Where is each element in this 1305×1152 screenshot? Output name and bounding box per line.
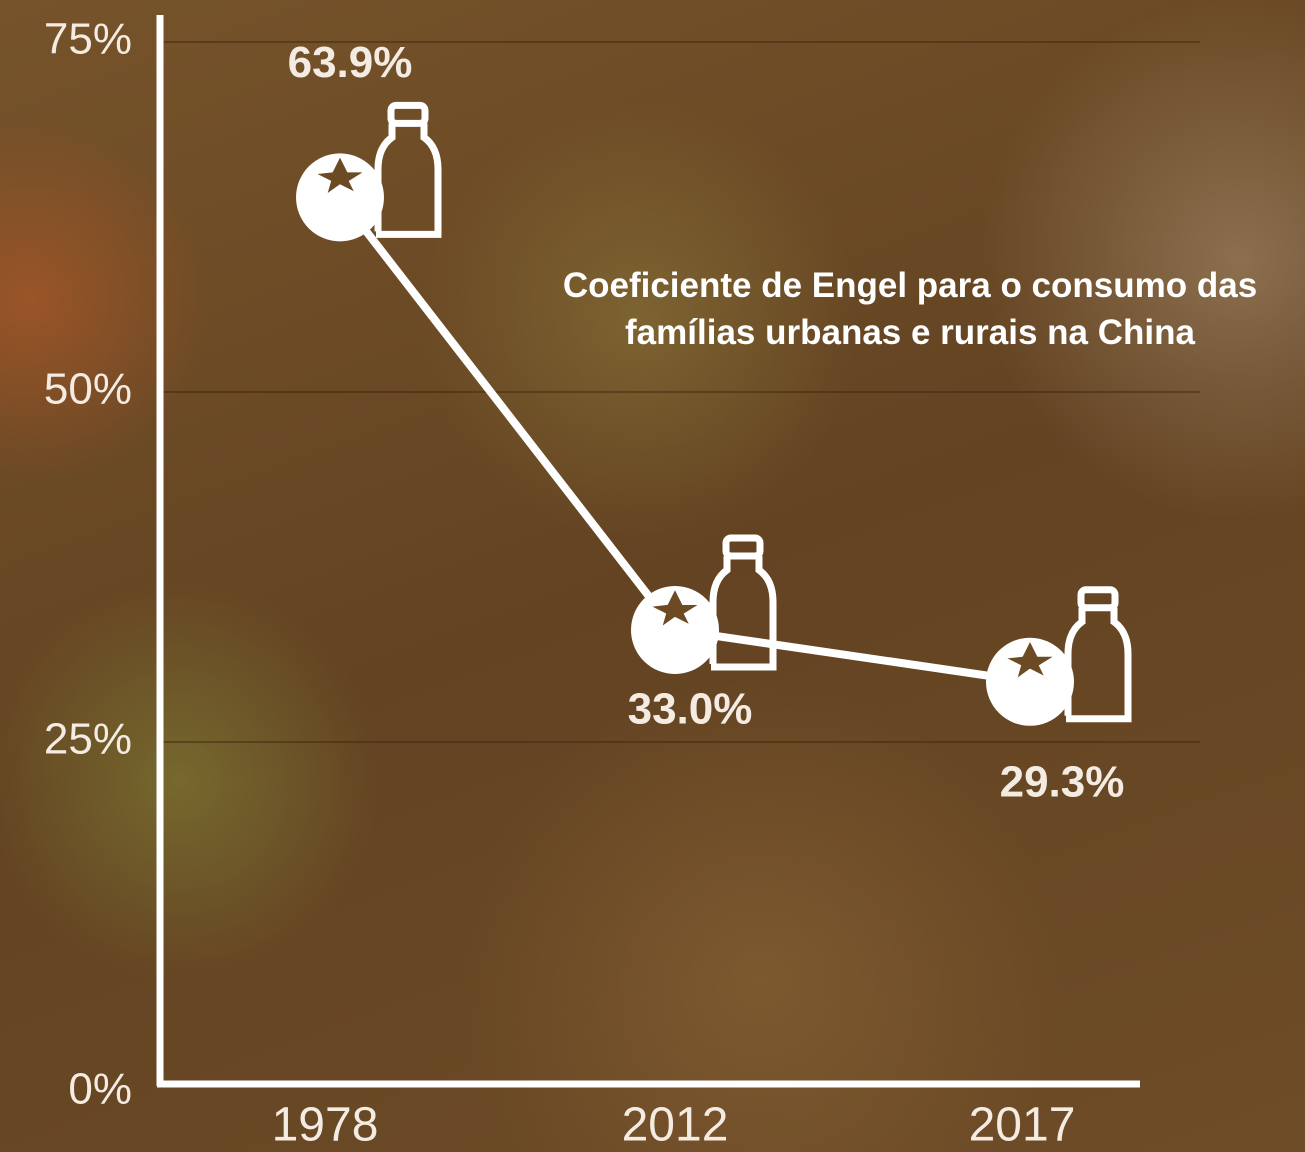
page: {"chart_data": {"type": "line", "title":…: [0, 0, 1305, 1152]
y-tick-label: 25%: [44, 715, 132, 764]
chart: 0% 25% 50% 75% 1978 2012 2017 63.9% 33.0% 29.3%: [0, 0, 1305, 1152]
x-tick-label: 2012: [622, 1099, 729, 1152]
food-icon: [631, 538, 773, 674]
x-tick-label: 2017: [969, 1099, 1076, 1152]
food-icon: [986, 590, 1128, 726]
value-label: 29.3%: [1000, 757, 1125, 806]
chart-title: Coeficiente de Engel para o consumo das …: [510, 262, 1305, 356]
bottle: [711, 556, 773, 667]
y-tick-label: 0%: [68, 1065, 132, 1114]
bottle: [376, 123, 438, 234]
y-tick-label: 50%: [44, 365, 132, 414]
bottle-cap: [726, 538, 760, 556]
bottle-cap: [1081, 590, 1115, 608]
value-label: 63.9%: [288, 38, 413, 87]
x-tick-label: 1978: [272, 1099, 379, 1152]
value-label: 33.0%: [628, 685, 753, 734]
bottle-cap: [391, 105, 425, 123]
y-tick-label: 75%: [44, 15, 132, 64]
food-icon: [296, 105, 438, 241]
bottle: [1066, 608, 1128, 719]
